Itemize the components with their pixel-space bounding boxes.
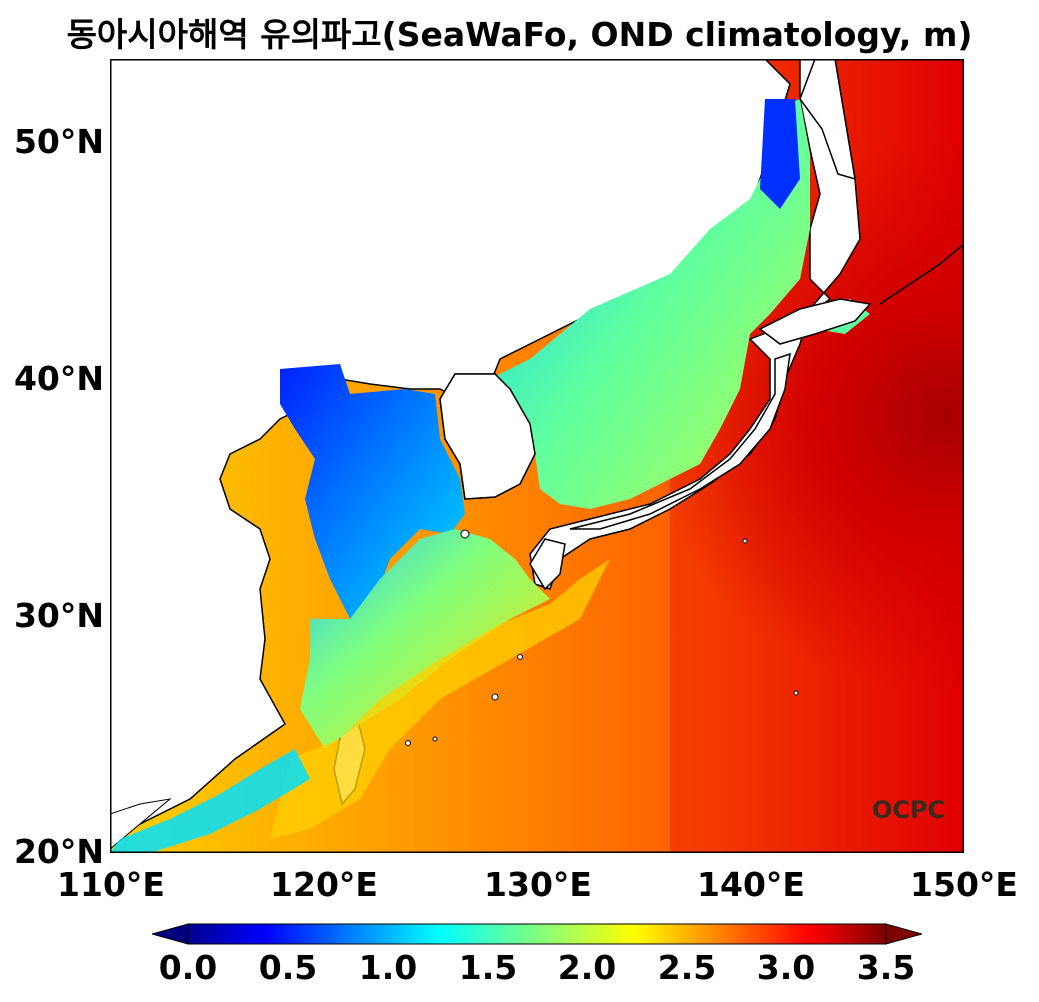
coastline-honshu [569,352,791,530]
island-okinawa [491,693,499,701]
colorbar-tick-7: 3.5 [856,948,916,987]
colorbar-tick-4: 2.0 [557,948,617,987]
island-ryukyu-1 [517,654,523,660]
lon-tick-110e: 110°E [57,865,165,904]
south-coastal-band [110,749,310,853]
colorbar-tick-1: 0.5 [258,948,318,987]
east-sea [490,99,810,509]
ecs-yellow-band [270,559,610,839]
lon-tick-140e: 140°E [697,865,805,904]
lon-tick-150e: 150°E [910,865,1018,904]
colorbar-tick-0: 0.0 [158,948,218,987]
colorbar-tick-6: 3.0 [756,948,816,987]
wave-height-map [110,59,964,853]
island-east [742,538,748,544]
lat-tick-20n: 20°N [13,832,104,871]
lat-tick-50n: 50°N [13,122,104,161]
colorbar-tick-2: 1.0 [358,948,418,987]
colorbar [152,923,922,945]
colorbar-tick-5: 2.5 [657,948,717,987]
bohai-yellow-sea [280,364,465,619]
island-ryukyu-3 [432,736,438,742]
coastline-hokkaido [758,298,872,345]
lat-tick-40n: 40°N [13,359,104,398]
island-far-east [793,690,799,696]
coastline-korea [439,373,536,500]
coastline-kurils [879,243,964,305]
colorbar-extend-high [885,923,922,945]
coastline-sakhalin [799,59,856,181]
lat-tick-30n: 30°N [13,596,104,635]
island-jeju [460,529,470,539]
lon-tick-120e: 120°E [270,865,378,904]
okhotsk-strip [760,99,800,209]
colorbar-extend-low [152,923,189,945]
chart-title: 동아시아해역 유의파고(SeaWaFo, OND climatology, m) [66,15,973,54]
island-ryukyu-2 [405,740,411,746]
lon-tick-130e: 130°E [484,865,592,904]
colorbar-gradient [187,923,887,945]
coastline-kyushu [529,538,566,591]
east-china-sea [300,529,550,749]
south-china-coast [110,798,172,850]
ocpc-logo: OCPC [872,796,946,824]
colorbar-tick-3: 1.5 [458,948,518,987]
